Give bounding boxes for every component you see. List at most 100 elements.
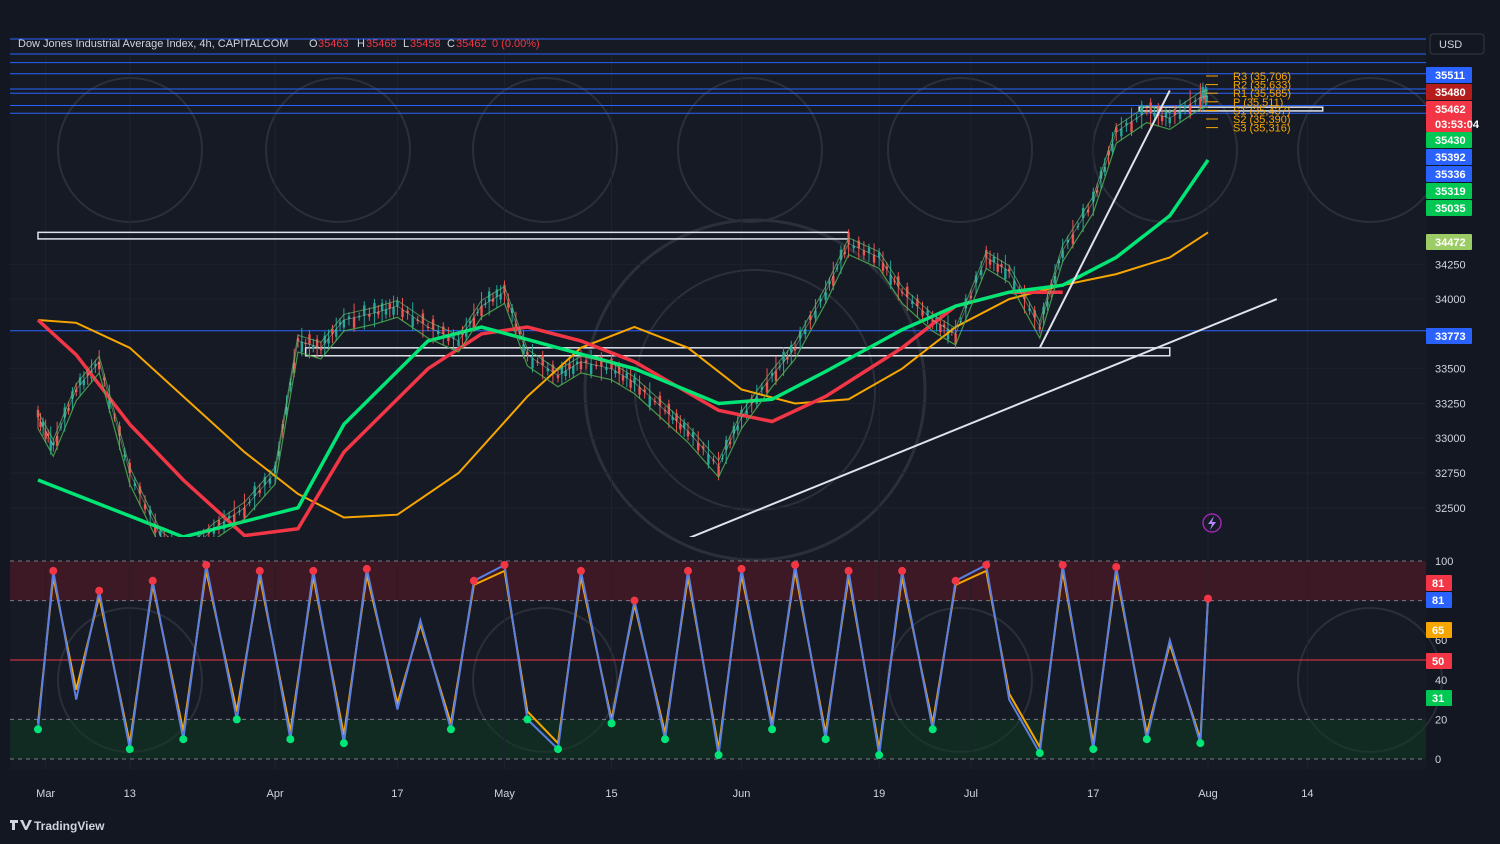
price-tags: 35511 35480 35462 03:53:04 35430 35392 35336 35… <box>1426 67 1480 344</box>
candle-body <box>217 520 221 526</box>
price-tick-label: 33250 <box>1435 398 1466 410</box>
candle-body <box>281 423 284 429</box>
candle-body <box>1202 96 1206 100</box>
candle-body <box>877 252 881 258</box>
overbought-marker <box>202 560 211 569</box>
candle-body <box>885 266 889 269</box>
ema-slow-line[interactable] <box>36 290 1063 537</box>
ema-fast-line[interactable] <box>37 159 1210 537</box>
price-tag-label: 35430 <box>1435 135 1466 147</box>
candle-body <box>338 322 342 325</box>
lightning-icon[interactable] <box>1202 513 1222 533</box>
time-axis[interactable]: Mar 13 Apr 17 May 15 Jun 19 Jul 17 Aug 14 <box>36 788 1313 800</box>
ema-thin-line[interactable] <box>37 89 1209 551</box>
close-line[interactable] <box>37 95 1209 557</box>
candle-body <box>1164 112 1168 118</box>
candle-body <box>992 257 996 263</box>
candle-body <box>832 275 835 286</box>
oversold-marker <box>714 751 723 760</box>
pivot-label: S2 (35,390) <box>1233 114 1290 126</box>
price-axis[interactable]: 32500 32750 33000 33250 33500 34000 34250 <box>1435 259 1466 514</box>
candle-body <box>503 284 506 293</box>
stochastic-axis[interactable]: 0 20 40 60 100 <box>1435 556 1453 766</box>
candle-body <box>939 324 942 333</box>
candle-body <box>988 259 992 265</box>
ascending-trendline[interactable] <box>688 298 1278 538</box>
oversold-marker <box>232 715 241 724</box>
candle-body <box>536 361 539 363</box>
candle-body <box>273 465 277 474</box>
candle-body <box>679 424 682 430</box>
price-tick-label: 34000 <box>1435 294 1466 306</box>
stoch-tick-label: 40 <box>1435 675 1447 687</box>
candle-body <box>312 345 315 349</box>
candle-body <box>319 347 323 351</box>
pivot-label: R3 (35,706) <box>1233 71 1291 83</box>
candle-body <box>368 314 371 317</box>
candle-body <box>457 340 460 346</box>
price-tag: 34472 <box>1426 234 1472 250</box>
candle-body <box>921 310 924 316</box>
candle-body <box>304 343 307 345</box>
candle-body <box>44 431 47 439</box>
candle-body <box>889 274 892 285</box>
overbought-marker <box>898 566 907 575</box>
oversold-marker <box>768 725 777 734</box>
steep-trendline[interactable] <box>1038 90 1171 349</box>
ema-thin-line[interactable] <box>37 106 1209 568</box>
candle-body <box>916 298 919 307</box>
sma-line[interactable] <box>37 231 1209 519</box>
candle-body <box>1115 127 1118 133</box>
candle-body <box>143 504 147 510</box>
candle-body <box>308 334 311 345</box>
price-tick-label: 33000 <box>1435 433 1466 445</box>
oversold-marker <box>523 715 532 724</box>
candle-body <box>824 292 827 300</box>
candle-body <box>268 478 272 484</box>
price-tag: 35480 <box>1426 84 1472 100</box>
candle-body <box>522 344 525 355</box>
currency-button[interactable]: USD <box>1429 33 1485 55</box>
candle-body <box>335 329 338 337</box>
candle-body <box>86 370 89 376</box>
candle-body <box>396 301 399 307</box>
oversold-marker <box>1196 739 1205 748</box>
candle-body <box>872 255 876 263</box>
candle-body <box>942 324 946 327</box>
price-series-group <box>36 82 1278 568</box>
candle-body <box>472 317 476 328</box>
price-tag: 35336 <box>1426 166 1472 182</box>
candle-body <box>857 240 860 249</box>
candle-body <box>1160 115 1164 121</box>
time-tick-label: Aug <box>1198 788 1218 800</box>
support-zone[interactable] <box>304 347 1171 357</box>
oversold-marker <box>286 735 295 744</box>
candle-body <box>625 372 629 378</box>
candle-body <box>911 301 914 304</box>
candle-body <box>926 310 929 316</box>
candle-body <box>436 331 440 335</box>
candle-body <box>46 433 50 436</box>
price-tag: 35035 <box>1426 200 1472 216</box>
candle-body <box>36 409 40 418</box>
candle-body <box>108 398 111 409</box>
candle-body <box>1120 128 1123 137</box>
stoch-k-line[interactable] <box>37 563 1209 757</box>
candle-body <box>595 365 598 367</box>
pivot-labels: R3 (35,706)R2 (35,633)R1 (35,585)P (35,5… <box>1206 71 1291 135</box>
candle-body <box>702 446 705 449</box>
candle-body <box>1130 121 1133 132</box>
tradingview-logo[interactable]: TradingView <box>10 819 105 833</box>
stoch-tick-label: 60 <box>1435 635 1447 647</box>
candle-body <box>575 361 579 365</box>
candle-body <box>55 435 59 446</box>
candle-body <box>793 347 797 351</box>
candle-body <box>159 530 162 536</box>
candle-body <box>881 263 885 271</box>
candle-body <box>1013 280 1016 291</box>
time-tick-label: 15 <box>605 788 617 800</box>
candle-body <box>531 358 534 369</box>
candle-body <box>1061 250 1064 258</box>
support-zone[interactable] <box>1138 106 1324 112</box>
